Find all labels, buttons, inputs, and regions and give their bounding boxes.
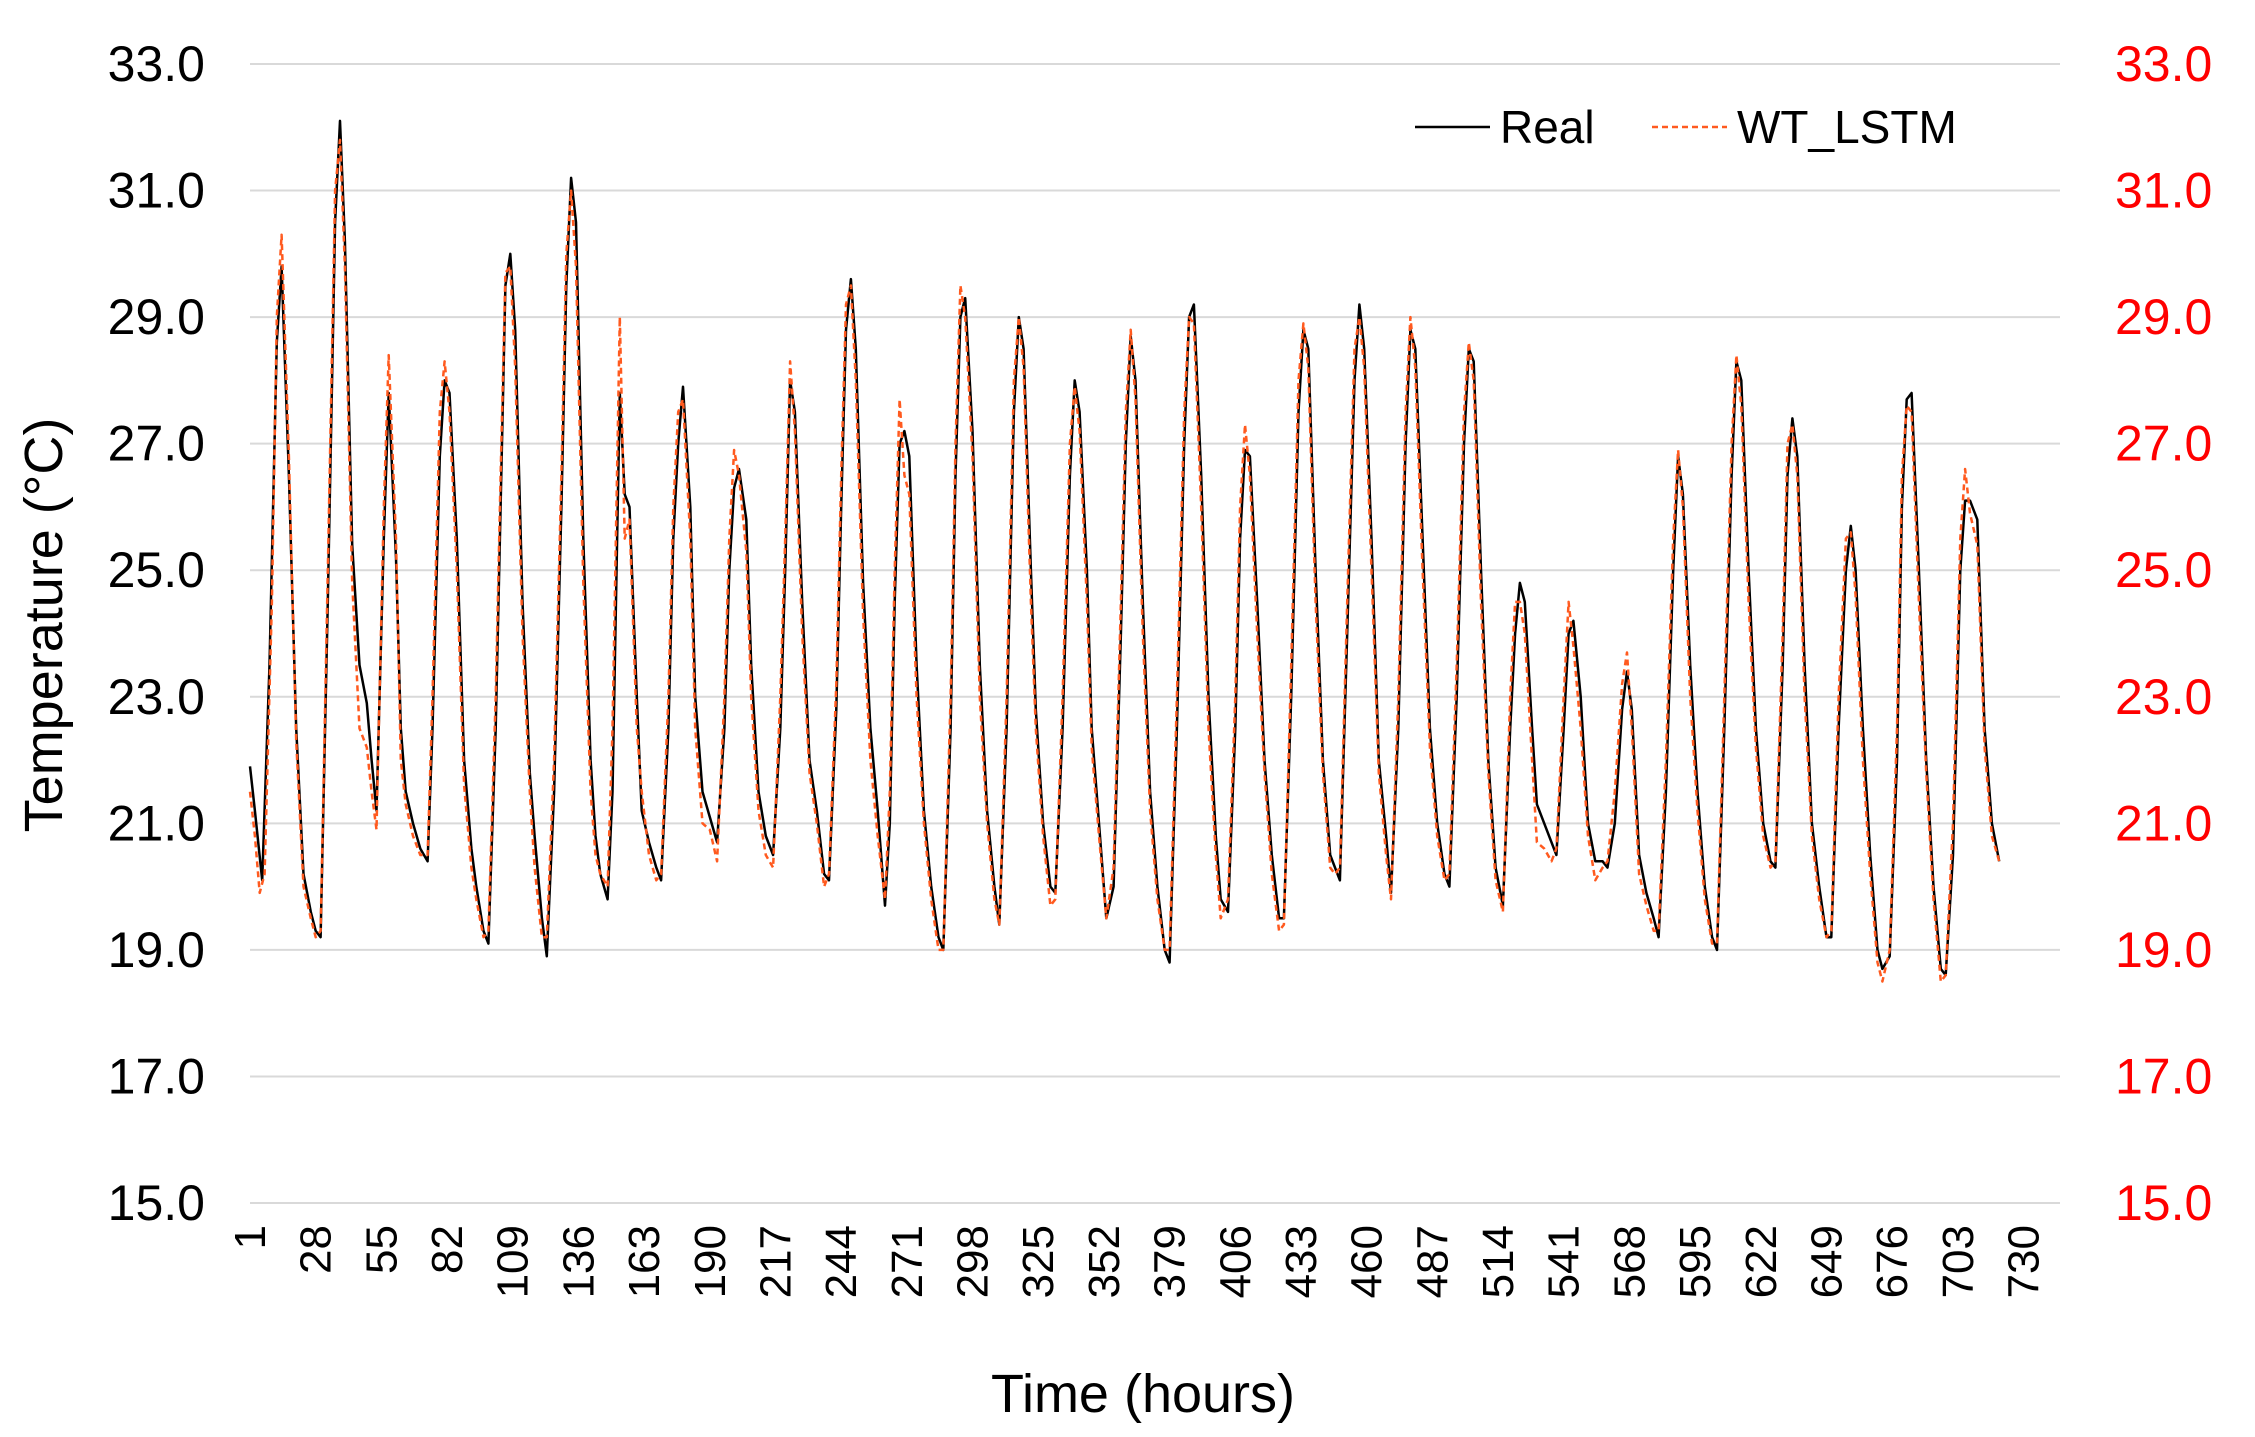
x-tick-label: 676 [1868, 1225, 1917, 1298]
x-tick-label: 460 [1343, 1225, 1392, 1298]
left-y-axis-ticks: 15.0 17.0 19.0 21.0 23.0 25.0 27.0 29.0 31.0 33.0 [108, 36, 205, 1231]
x-tick-label: 325 [1014, 1225, 1063, 1298]
x-tick-label: 379 [1146, 1225, 1195, 1298]
y-tick-label: 31.0 [108, 163, 205, 219]
x-tick-label: 352 [1080, 1225, 1129, 1298]
y-tick-label: 23.0 [108, 669, 205, 725]
y2-tick-label: 27.0 [2115, 416, 2212, 472]
y2-tick-label: 19.0 [2115, 922, 2212, 978]
series-line-real [248, 119, 2001, 977]
y-tick-label: 29.0 [108, 289, 205, 345]
series-line-wt-lstm [248, 138, 2001, 983]
series-layer [248, 119, 2001, 983]
x-tick-label: 406 [1211, 1225, 1260, 1298]
x-tick-label: 622 [1737, 1225, 1786, 1298]
x-tick-label: 433 [1277, 1225, 1326, 1298]
y2-tick-label: 25.0 [2115, 542, 2212, 598]
x-axis-ticks: 1 28 55 82 109 136 163 190 217 244 271 298 325 352 379… [226, 1225, 2049, 1298]
right-y-axis-ticks: 15.0 17.0 19.0 21.0 23.0 25.0 27.0 29.0 31.0 33.0 [2115, 36, 2212, 1231]
legend-label-real: Real [1500, 101, 1595, 153]
x-tick-label: 568 [1605, 1225, 1654, 1298]
y-tick-label: 19.0 [108, 922, 205, 978]
x-tick-label: 595 [1671, 1225, 1720, 1298]
y-axis-title: Temperature (°C) [14, 418, 74, 833]
x-tick-label: 1 [226, 1225, 275, 1249]
y2-tick-label: 31.0 [2115, 163, 2212, 219]
y2-tick-label: 15.0 [2115, 1175, 2212, 1231]
x-tick-label: 55 [357, 1225, 406, 1274]
x-tick-label: 217 [751, 1225, 800, 1298]
x-tick-label: 163 [620, 1225, 669, 1298]
x-axis-title: Time (hours) [991, 1364, 1295, 1424]
y-tick-label: 27.0 [108, 416, 205, 472]
y2-tick-label: 21.0 [2115, 795, 2212, 851]
y-tick-label: 15.0 [108, 1175, 205, 1231]
y2-tick-label: 23.0 [2115, 669, 2212, 725]
y2-tick-label: 33.0 [2115, 36, 2212, 92]
x-tick-label: 190 [686, 1225, 735, 1298]
x-tick-label: 541 [1540, 1225, 1589, 1298]
legend: Real WT_LSTM [1415, 101, 1957, 153]
y-tick-label: 21.0 [108, 795, 205, 851]
x-tick-label: 109 [489, 1225, 538, 1298]
x-tick-label: 730 [2000, 1225, 2049, 1298]
x-tick-label: 28 [292, 1225, 341, 1274]
x-tick-label: 82 [423, 1225, 472, 1274]
y-tick-label: 25.0 [108, 542, 205, 598]
legend-label-wt-lstm: WT_LSTM [1737, 101, 1957, 153]
x-tick-label: 136 [554, 1225, 603, 1298]
x-tick-label: 703 [1934, 1225, 1983, 1298]
y2-tick-label: 29.0 [2115, 289, 2212, 345]
y2-tick-label: 17.0 [2115, 1048, 2212, 1104]
x-tick-label: 514 [1474, 1225, 1523, 1298]
x-tick-label: 271 [883, 1225, 932, 1298]
x-tick-label: 298 [949, 1225, 998, 1298]
x-tick-label: 487 [1408, 1225, 1457, 1298]
x-tick-label: 649 [1802, 1225, 1851, 1298]
y-tick-label: 33.0 [108, 36, 205, 92]
x-tick-label: 244 [817, 1225, 866, 1298]
y-tick-label: 17.0 [108, 1048, 205, 1104]
